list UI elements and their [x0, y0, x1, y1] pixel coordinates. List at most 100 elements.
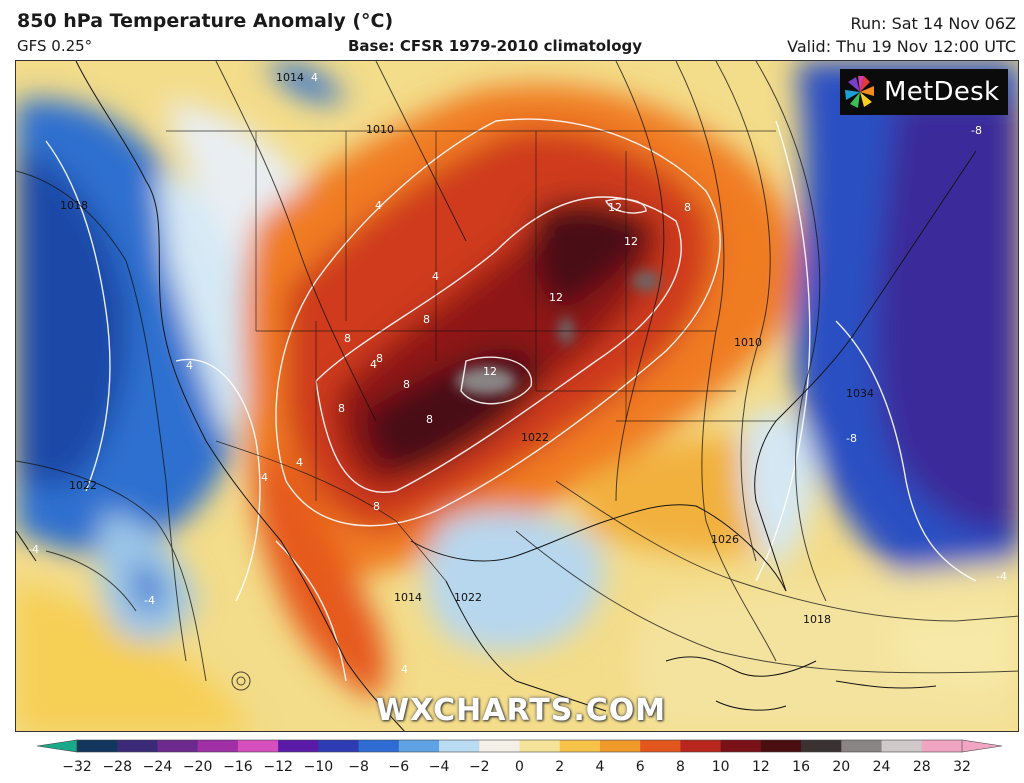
- anomaly-label: 8: [403, 378, 410, 391]
- logo-text: MetDesk: [884, 77, 1000, 107]
- colorbar-tick-label: −2: [468, 759, 490, 775]
- colorbar-tick-label: −28: [102, 759, 132, 775]
- colorbar-tick-label: −6: [388, 759, 410, 775]
- colorbar: [0, 734, 1024, 783]
- colorbar-cell: [760, 740, 802, 752]
- anomaly-label: 4: [401, 663, 408, 676]
- anomaly-label: 4: [370, 358, 377, 371]
- colorbar-cell: [921, 740, 963, 752]
- anomaly-label: 4: [311, 71, 318, 84]
- colorbar-tick-label: 28: [912, 759, 931, 775]
- anomaly-label: -4: [996, 570, 1007, 583]
- colorbar-ticks: −32 −28 −24 −20 −16 −12 −10 −8 −6 −4 −2 0 2 4 6 8 10 12 16…: [0, 759, 1024, 781]
- colorbar-cell: [157, 740, 199, 752]
- colorbar-cell: [559, 740, 601, 752]
- anomaly-label: 8: [376, 352, 383, 365]
- colorbar-cell: [680, 740, 722, 752]
- colorbar-tick-label: 2: [555, 759, 565, 775]
- anomaly-label: -4: [144, 594, 155, 607]
- anomaly-label: 4: [186, 359, 193, 372]
- colorbar-cell: [599, 740, 641, 752]
- colorbar-tick-label: −32: [62, 759, 92, 775]
- isobars: [16, 61, 1018, 691]
- isobar-label: 1034: [846, 387, 874, 400]
- anomaly-label: 4: [432, 270, 439, 283]
- isobar-label: 1010: [734, 336, 762, 349]
- coastlines: [16, 61, 977, 731]
- anomaly-label: 8: [344, 332, 351, 345]
- colorbar-cell: [841, 740, 883, 752]
- anomaly-label: 12: [608, 201, 622, 214]
- chart-title: 850 hPa Temperature Anomaly (°C): [17, 10, 394, 32]
- colorbar-tick-label: 0: [515, 759, 524, 775]
- header: 850 hPa Temperature Anomaly (°C) GFS 0.2…: [0, 0, 1024, 60]
- valid-time-label: Valid: Thu 19 Nov 12:00 UTC: [787, 37, 1016, 56]
- colorbar-cells: [36, 739, 1003, 753]
- watermark: WXCHARTS.COM: [376, 693, 667, 728]
- isobar-label: 1014: [276, 71, 304, 84]
- colorbar-cell: [519, 740, 561, 752]
- colorbar-cell: [881, 740, 923, 752]
- pinwheel-icon: [845, 76, 874, 108]
- anomaly-label: 4: [261, 471, 268, 484]
- colorbar-tick-label: −12: [263, 759, 293, 775]
- colorbar-tick-label: −10: [303, 759, 334, 775]
- colorbar-cell: [77, 740, 118, 752]
- anomaly-highlights: [456, 271, 660, 395]
- colorbar-tick-label: −16: [223, 759, 253, 775]
- colorbar-svg: [36, 739, 1003, 753]
- colorbar-tick-label: 12: [751, 759, 770, 775]
- anomaly-label: 4: [375, 199, 382, 212]
- colorbar-cell: [439, 740, 480, 752]
- colorbar-cell: [318, 740, 360, 752]
- colorbar-frame: [76, 739, 963, 753]
- colorbar-tick-label: −20: [182, 759, 213, 775]
- colorbar-tick-label: −8: [348, 759, 369, 775]
- climatology-base-label: Base: CFSR 1979-2010 climatology: [348, 37, 643, 55]
- run-time-label: Run: Sat 14 Nov 06Z: [850, 14, 1016, 33]
- isobar-label: 1022: [69, 479, 97, 492]
- anomaly-label: 8: [426, 413, 433, 426]
- anomaly-label: 8: [338, 402, 345, 415]
- anomaly-label: 8: [373, 500, 380, 513]
- anomaly-contours: [45, 118, 977, 682]
- colorbar-arrow-left: [36, 739, 78, 753]
- anomaly-label: 8: [684, 201, 691, 214]
- isobar-label: 1022: [521, 431, 549, 444]
- map-canvas: 4 4 4 4 4 4 4 4 8 8 8 8 8 8 8 8 12 12 12…: [16, 61, 1018, 731]
- colorbar-cell: [398, 740, 440, 752]
- colorbar-tick-label: −24: [142, 759, 173, 775]
- colorbar-tick-label: 4: [595, 759, 605, 775]
- colorbar-cell: [801, 740, 842, 752]
- model-label: GFS 0.25°: [17, 37, 93, 55]
- colorbar-cell: [278, 740, 319, 752]
- isobar-label: 1022: [454, 591, 482, 604]
- anomaly-label: 12: [483, 365, 497, 378]
- isobar-label: 1018: [60, 199, 88, 212]
- anomaly-labels: 4 4 4 4 4 4 4 4 8 8 8 8 8 8 8 8 12 12 12…: [28, 71, 1007, 676]
- anomaly-label: -8: [971, 124, 982, 137]
- colorbar-cell: [640, 740, 681, 752]
- colorbar-tick-label: 6: [635, 759, 645, 775]
- colorbar-cell: [720, 740, 762, 752]
- colorbar-tick-label: 32: [953, 759, 971, 775]
- colorbar-cell: [117, 740, 158, 752]
- colorbar-tick-label: 16: [792, 759, 810, 775]
- colorbar-tick-label: 8: [675, 759, 685, 775]
- isobar-label: 1018: [803, 613, 831, 626]
- colorbar-cell: [197, 740, 239, 752]
- colorbar-cell: [237, 740, 279, 752]
- colorbar-cell: [479, 740, 520, 752]
- anomaly-label: 4: [296, 456, 303, 469]
- colorbar-arrow-right: [961, 739, 1003, 753]
- anomaly-label: -8: [846, 432, 857, 445]
- colorbar-tick-label: 20: [832, 759, 851, 775]
- colorbar-tick-label: 10: [711, 759, 730, 775]
- anomaly-label: 8: [423, 313, 430, 326]
- isobar-label: 1010: [366, 123, 394, 136]
- isobar-label: 1014: [394, 591, 422, 604]
- colorbar-cell: [358, 740, 400, 752]
- metdesk-logo: MetDesk: [840, 69, 1008, 115]
- anomaly-map: 4 4 4 4 4 4 4 4 8 8 8 8 8 8 8 8 12 12 12…: [15, 60, 1019, 732]
- colorbar-tick-label: −4: [428, 759, 450, 775]
